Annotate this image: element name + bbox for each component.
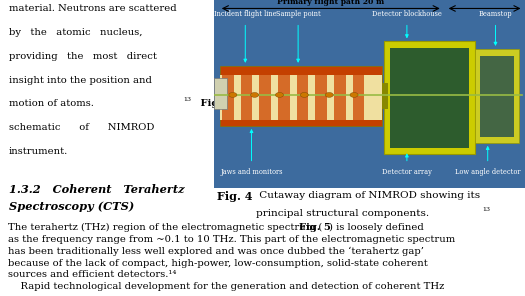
Circle shape — [325, 92, 333, 97]
Text: is the: is the — [228, 99, 259, 108]
Bar — [214, 78, 227, 109]
Circle shape — [250, 92, 259, 97]
Text: as the frequency range from ~0.1 to 10 THz. This part of the electromagnetic spe: as the frequency range from ~0.1 to 10 T… — [8, 235, 455, 244]
Bar — [220, 75, 382, 120]
Circle shape — [300, 92, 308, 97]
Text: The terahertz (THz) region of the electromagnetic spectrum (: The terahertz (THz) region of the electr… — [8, 223, 322, 232]
Bar — [297, 75, 308, 120]
Bar — [390, 48, 469, 149]
Text: material. Neutrons are scattered: material. Neutrons are scattered — [9, 4, 176, 13]
Text: Cutaway diagram of NIMROD showing its: Cutaway diagram of NIMROD showing its — [256, 192, 480, 200]
Text: insight into the position and: insight into the position and — [9, 75, 152, 85]
Text: Incident flight line: Incident flight line — [214, 10, 277, 18]
Text: 13: 13 — [183, 97, 191, 102]
Circle shape — [350, 92, 358, 97]
Text: schematic      of      NIMROD: schematic of NIMROD — [9, 123, 154, 132]
Text: ) is loosely defined: ) is loosely defined — [329, 223, 424, 232]
Bar — [240, 75, 253, 120]
Text: Fig. 5: Fig. 5 — [299, 223, 331, 232]
Bar — [220, 66, 382, 126]
Text: Secondary
flight path
5.5 m: Secondary flight path 5.5 m — [467, 0, 502, 1]
Bar — [259, 75, 271, 120]
Bar — [480, 57, 514, 137]
Bar — [315, 75, 327, 120]
Bar — [334, 75, 345, 120]
Text: because of the lack of compact, high-power, low-consumption, solid-state coheren: because of the lack of compact, high-pow… — [8, 259, 427, 268]
Bar — [222, 75, 234, 120]
Text: sources and efficient detectors.¹⁴: sources and efficient detectors.¹⁴ — [8, 271, 176, 279]
Text: 13: 13 — [482, 207, 490, 212]
Text: Primary flight path 20 m: Primary flight path 20 m — [277, 0, 384, 6]
Text: Detector blockhouse: Detector blockhouse — [372, 10, 442, 18]
Text: Fig. 4: Fig. 4 — [217, 192, 253, 202]
Bar — [278, 75, 290, 120]
Text: motion of atoms.: motion of atoms. — [9, 99, 94, 108]
Text: providing   the   most   direct: providing the most direct — [9, 52, 157, 61]
Bar — [384, 41, 475, 154]
Text: Detector array: Detector array — [382, 168, 432, 176]
Circle shape — [276, 92, 284, 97]
Bar — [381, 83, 388, 109]
Text: Sample point: Sample point — [276, 10, 320, 18]
Text: Beamstop: Beamstop — [479, 10, 512, 18]
Text: Fig. 4: Fig. 4 — [197, 99, 233, 108]
Text: principal structural components.: principal structural components. — [256, 210, 429, 218]
Text: Low angle detector: Low angle detector — [455, 168, 520, 176]
Text: 1.3.2   Coherent   Terahertz: 1.3.2 Coherent Terahertz — [9, 184, 185, 195]
Bar — [475, 49, 519, 143]
Text: Rapid technological development for the generation and detection of coherent THz: Rapid technological development for the … — [8, 282, 444, 292]
Text: by   the   atomic   nucleus,: by the atomic nucleus, — [9, 28, 142, 37]
Circle shape — [229, 92, 237, 97]
Bar — [352, 75, 364, 120]
Text: Jaws and monitors: Jaws and monitors — [220, 168, 283, 176]
Text: has been traditionally less well explored and was once dubbed the ‘terahertz gap: has been traditionally less well explore… — [8, 247, 424, 256]
Text: Spectroscopy (CTS): Spectroscopy (CTS) — [9, 201, 134, 212]
Text: instrument.: instrument. — [9, 147, 68, 156]
